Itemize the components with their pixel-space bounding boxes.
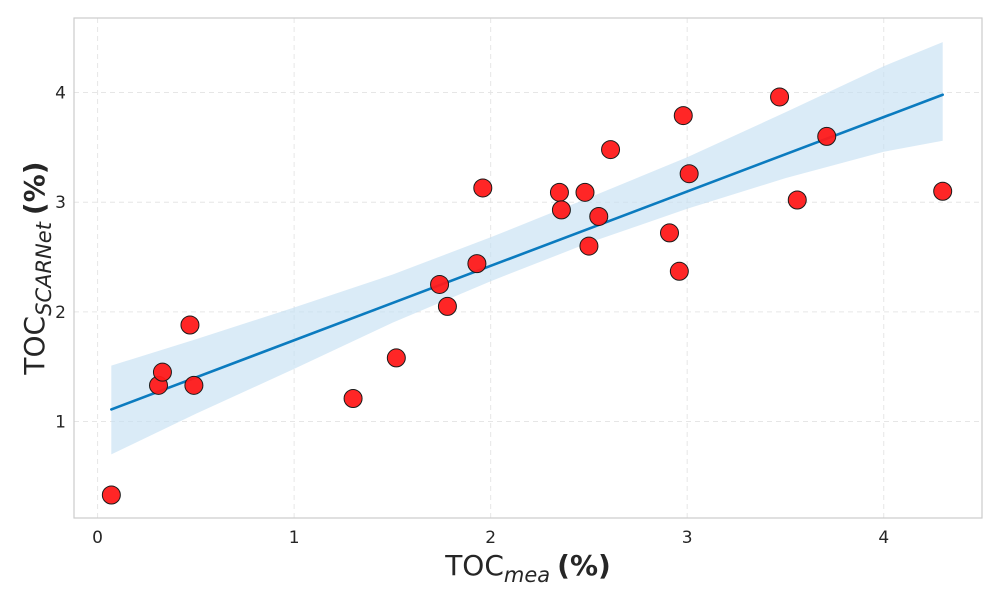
confidence-band <box>111 42 943 455</box>
x-axis-label-subscript: mea <box>504 563 550 587</box>
data-point <box>575 182 595 202</box>
data-point <box>152 362 172 382</box>
data-point <box>589 206 609 226</box>
x-axis-label-main: TOC <box>444 549 504 582</box>
data-points <box>101 87 953 505</box>
x-tick-labels: 0 1 2 3 4 <box>92 528 889 548</box>
fit-line-layer <box>110 93 944 411</box>
y-axis-label: TOCSCARNet (%) <box>18 161 56 375</box>
data-point <box>770 87 790 107</box>
x-tick-label: 4 <box>878 528 889 548</box>
x-tick-label: 1 <box>289 528 300 548</box>
data-point <box>579 236 599 256</box>
data-point <box>473 178 493 198</box>
x-axis-label-unit: (%) <box>557 549 611 582</box>
y-axis-label-main: TOC <box>18 316 51 376</box>
data-point <box>679 164 699 184</box>
regression-line <box>110 93 944 411</box>
data-point <box>551 200 571 220</box>
y-tick-label: 4 <box>55 84 66 104</box>
y-axis-label-subscript: SCARNet <box>32 221 56 316</box>
data-point <box>601 140 621 160</box>
x-tick-label: 0 <box>92 528 103 548</box>
y-tick-label: 2 <box>55 303 66 323</box>
data-point <box>343 388 363 408</box>
x-axis-label: TOCmea (%) <box>444 549 611 587</box>
plot-frame <box>73 17 983 519</box>
data-point <box>386 348 406 368</box>
data-point <box>437 296 457 316</box>
data-point <box>660 223 680 243</box>
data-point <box>467 254 487 274</box>
y-tick-label: 1 <box>55 413 66 433</box>
data-point <box>673 106 693 126</box>
x-tick-label: 3 <box>682 528 693 548</box>
y-tick-labels: 1 2 3 4 <box>55 84 66 433</box>
data-point <box>184 375 204 395</box>
data-point <box>101 485 121 505</box>
x-tick-label: 2 <box>485 528 496 548</box>
data-point <box>549 182 569 202</box>
data-point <box>787 190 807 210</box>
data-point <box>180 315 200 335</box>
y-tick-label: 3 <box>55 193 66 213</box>
data-point <box>669 261 689 281</box>
confidence-band-layer <box>111 42 943 455</box>
grid <box>74 18 982 518</box>
y-axis-label-unit: (%) <box>18 161 51 215</box>
data-point <box>430 274 450 294</box>
data-point <box>933 181 953 201</box>
data-point <box>817 126 837 146</box>
